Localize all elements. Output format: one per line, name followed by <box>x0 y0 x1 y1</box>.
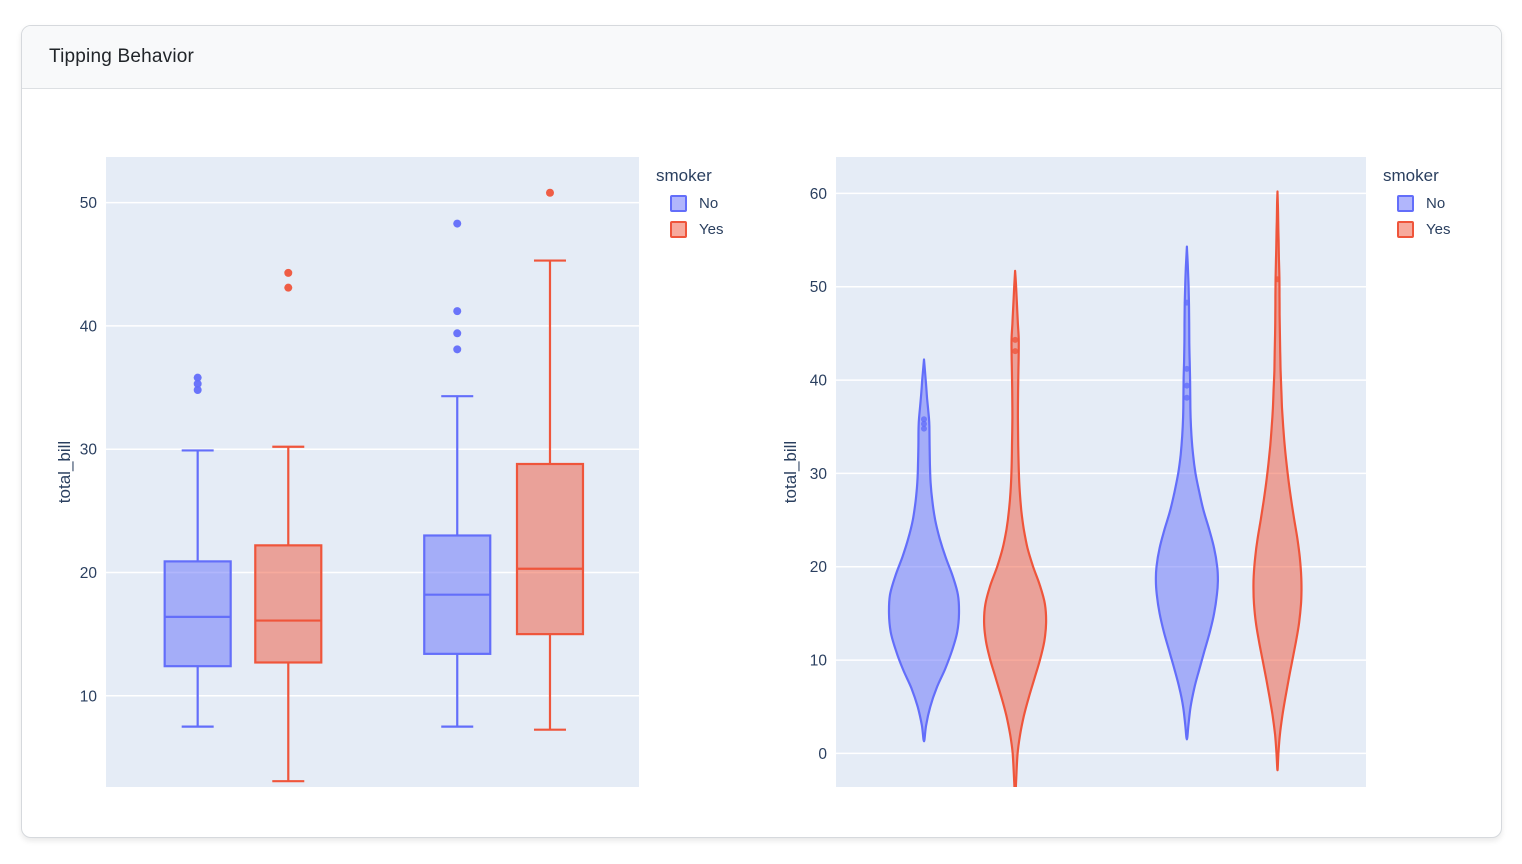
svg-text:40: 40 <box>80 318 98 335</box>
svg-text:50: 50 <box>80 195 98 212</box>
svg-text:10: 10 <box>810 653 828 670</box>
svg-text:30: 30 <box>810 466 828 483</box>
violin-legend-title: smoker <box>1383 166 1439 185</box>
svg-text:20: 20 <box>810 559 828 576</box>
no-swatch-icon <box>1397 195 1414 212</box>
violin-yes-group1 <box>982 269 1048 787</box>
tipping-behavior-card: Tipping Behavior total_bill 10 20 30 40 50 s… <box>21 25 1502 838</box>
violin-plot-legend: smoker No Yes <box>1383 166 1450 247</box>
svg-text:10: 10 <box>80 688 98 705</box>
violin-no-group2 <box>1154 245 1219 741</box>
card-header: Tipping Behavior <box>22 26 1501 89</box>
box-legend-label-yes: Yes <box>699 221 724 238</box>
box-no-group2 <box>423 219 492 728</box>
yes-swatch-icon <box>670 221 687 238</box>
violin-legend-item-no[interactable]: No <box>1383 195 1450 212</box>
violin-legend-label-no: No <box>1426 195 1446 212</box>
card-title: Tipping Behavior <box>49 46 195 67</box>
box-plot-legend: smoker No Yes <box>656 166 723 247</box>
violin-no-group1 <box>887 358 961 743</box>
svg-text:20: 20 <box>80 565 98 582</box>
box-legend-title: smoker <box>656 166 712 185</box>
box-plot[interactable]: 10 20 30 40 50 <box>61 157 639 789</box>
box-no-group1 <box>163 373 232 728</box>
box-legend-label-no: No <box>699 195 719 212</box>
violin-legend-item-yes[interactable]: Yes <box>1383 221 1450 238</box>
yes-swatch-icon <box>1397 221 1414 238</box>
svg-text:30: 30 <box>80 442 98 459</box>
svg-text:0: 0 <box>818 746 827 763</box>
violin-legend-label-yes: Yes <box>1426 221 1451 238</box>
svg-text:60: 60 <box>810 186 828 203</box>
violin-plot[interactable]: 0 10 20 30 40 50 60 <box>791 157 1366 789</box>
box-yes-group1 <box>254 268 323 783</box>
svg-text:40: 40 <box>810 373 828 390</box>
box-yes-group2 <box>515 188 585 731</box>
box-legend-item-yes[interactable]: Yes <box>656 221 723 238</box>
no-swatch-icon <box>670 195 687 212</box>
violin-yes-group2 <box>1252 190 1303 772</box>
box-legend-item-no[interactable]: No <box>656 195 723 212</box>
svg-text:50: 50 <box>810 279 828 296</box>
